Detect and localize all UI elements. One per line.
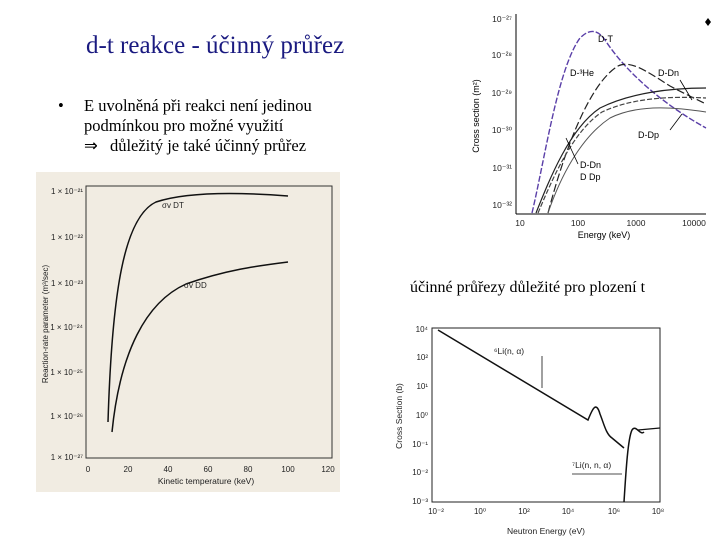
y-tick-label: 10⁻³⁰ [492, 125, 513, 135]
ddn-label: D-Dn [580, 160, 601, 170]
y-tick-label: 10⁻³ [412, 497, 428, 506]
bullet-text: E uvolněná při reakci není jedinou podmí… [84, 96, 484, 156]
y-tick-label: 10² [416, 353, 428, 362]
y-tick-label: 10⁻³¹ [492, 163, 512, 173]
y-tick-label: 1 × 10⁻²⁶ [50, 412, 83, 421]
x-axis-label: Kinetic temperature (keV) [158, 476, 255, 486]
cross-section-figure: Cross section (m²) Energy (keV) 10⁻²⁷ 10… [470, 8, 715, 248]
figure-background [470, 8, 715, 248]
x-tick-label: 100 [281, 465, 295, 474]
x-tick-label: 0 [86, 465, 91, 474]
y-tick-label: 10⁻³² [492, 200, 512, 210]
y-axis-label: Cross Section (b) [394, 383, 404, 449]
bullet-marker: • [58, 96, 64, 115]
y-tick-labels: 10⁻²⁷ 10⁻²⁸ 10⁻²⁹ 10⁻³⁰ 10⁻³¹ 10⁻³² [492, 14, 513, 210]
ddp2-label: D Dp [580, 172, 601, 182]
figure-background [36, 172, 340, 492]
plot-frame [431, 327, 661, 503]
plot-frame [85, 185, 333, 459]
y-tick-label: 10⁻²⁹ [492, 88, 513, 98]
leader-line [679, 79, 693, 101]
x-tick-label: 10⁶ [608, 507, 620, 516]
y-tick-label: 10⁻²⁷ [492, 14, 512, 24]
y-axis-label: Reaction-rate parameter (m³/sec) [41, 265, 50, 384]
dt-label: D-T [598, 34, 613, 44]
y-tick-labels: 1 × 10⁻²¹ 1 × 10⁻²² 1 × 10⁻²³ 1 × 10⁻²⁴ … [50, 187, 83, 462]
ddp-label: D-Dp [638, 130, 659, 140]
y-tick-label: 1 × 10⁻²⁷ [51, 453, 83, 462]
x-tick-label: 10⁰ [474, 507, 486, 516]
y-tick-label: 10⁻² [412, 468, 428, 477]
y-tick-label: 10⁻¹ [412, 440, 428, 449]
x-tick-label: 20 [124, 465, 133, 474]
figure-background [392, 320, 682, 538]
x-tick-label: 80 [244, 465, 253, 474]
x-tick-label: 10000 [682, 218, 706, 228]
dd-rate-curve [111, 261, 289, 433]
x-axis-label: Neutron Energy (eV) [507, 526, 585, 536]
reaction-rate-figure: Reaction-rate parameter (m³/sec) Kinetic… [36, 172, 340, 492]
bullet-line-3: ⇒ důležitý je také účinný průřez [84, 136, 484, 156]
ddp-curve [537, 96, 707, 214]
y-tick-label: 1 × 10⁻²⁴ [50, 323, 83, 332]
y-tick-label: 10¹ [416, 382, 428, 391]
x-tick-labels: 0 20 40 60 80 100 120 [86, 465, 335, 474]
slide-title: d-t reakce - účinný průřez [86, 32, 345, 59]
leader-line [669, 113, 683, 131]
y-tick-label: 1 × 10⁻²² [51, 233, 83, 242]
bullet-line-1: E uvolněná při reakci není jedinou [84, 96, 312, 115]
x-tick-label: 10⁴ [562, 507, 575, 516]
x-axis-label: Energy (keV) [578, 230, 631, 240]
x-tick-label: 60 [204, 465, 213, 474]
x-tick-labels: 10 100 1000 10000 [515, 218, 706, 228]
dd-rate-label: σv DD [184, 281, 207, 290]
dd-low-curve [547, 107, 707, 214]
li6-curve [437, 329, 625, 449]
li7-curve [623, 427, 645, 503]
corner-marker-icon [705, 18, 711, 26]
caption-text: účinné průřezy důležité pro plození t [410, 279, 646, 296]
x-tick-label: 10⁻² [428, 507, 444, 516]
y-tick-label: 10⁰ [416, 411, 428, 420]
li6-label: ⁶Li(n, α) [494, 346, 524, 356]
y-tick-label: 10⁻²⁸ [492, 50, 513, 60]
x-tick-label: 10² [518, 507, 530, 516]
bullet-line-2: podmínkou pro možné využití [84, 116, 284, 135]
y-tick-label: 1 × 10⁻²¹ [51, 187, 83, 196]
dt-curve [531, 30, 707, 214]
ddn-top-label: D-Dn [658, 68, 679, 78]
bullet-line-3-text: důležitý je také účinný průřez [109, 136, 307, 155]
y-tick-label: 10⁴ [416, 325, 429, 334]
dt-rate-label: σv DT [162, 201, 184, 210]
dhe-label: D-³He [570, 68, 594, 78]
y-tick-label: 1 × 10⁻²³ [51, 279, 83, 288]
leader-line [565, 137, 579, 165]
x-tick-label: 10⁸ [652, 507, 664, 516]
li7-label: ⁷Li(n, n, α) [572, 460, 611, 470]
x-tick-label: 120 [321, 465, 335, 474]
lithium-cross-section-figure: Cross Section (b) Neutron Energy (eV) 10… [392, 320, 682, 538]
li7-tail [637, 427, 661, 431]
x-tick-labels: 10⁻² 10⁰ 10² 10⁴ 10⁶ 10⁸ [428, 507, 664, 516]
x-tick-label: 1000 [627, 218, 646, 228]
x-tick-label: 40 [164, 465, 173, 474]
y-tick-labels: 10⁴ 10² 10¹ 10⁰ 10⁻¹ 10⁻² 10⁻³ [412, 325, 428, 506]
x-tick-label: 100 [571, 218, 585, 228]
implies-arrow: ⇒ [84, 136, 98, 155]
ddn-curve [535, 87, 707, 214]
y-axis-label: Cross section (m²) [471, 79, 481, 153]
dt-rate-curve [107, 192, 289, 423]
y-tick-label: 1 × 10⁻²⁵ [50, 368, 83, 377]
x-tick-label: 10 [515, 218, 525, 228]
